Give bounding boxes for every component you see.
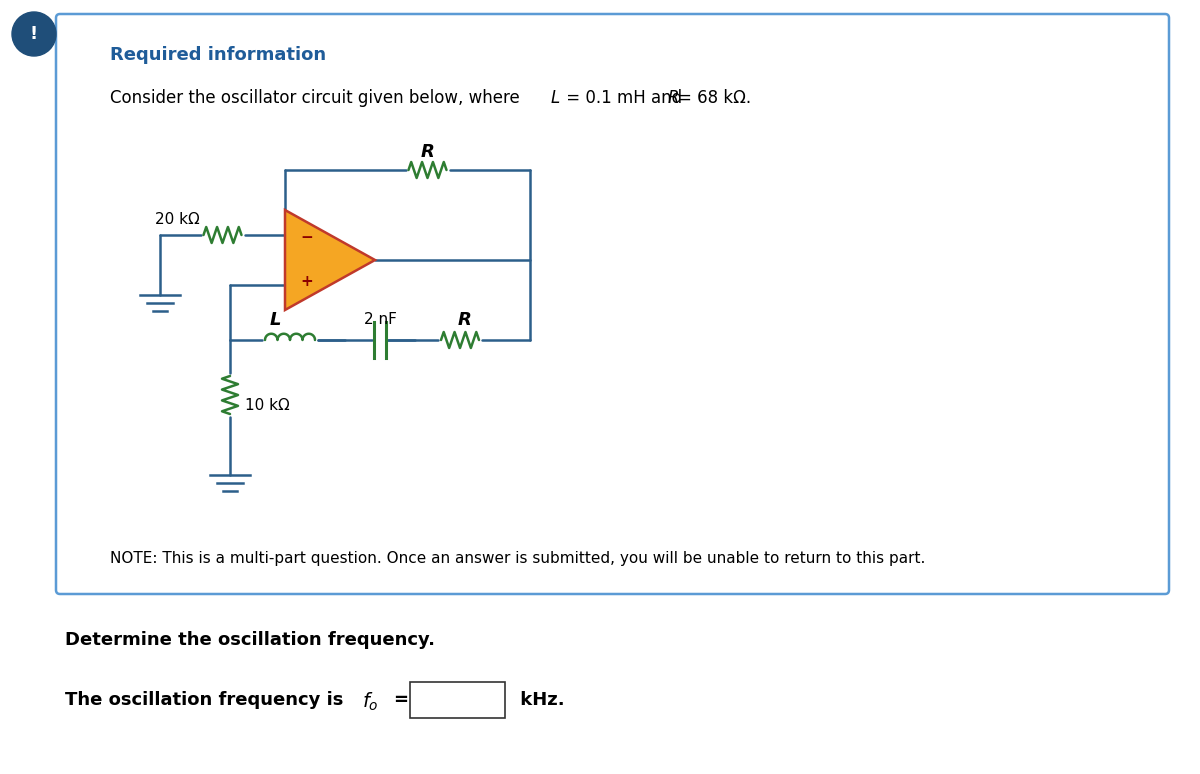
Text: L: L	[551, 89, 560, 107]
Text: NOTE: This is a multi-part question. Once an answer is submitted, you will be un: NOTE: This is a multi-part question. Onc…	[110, 550, 925, 566]
Text: Consider the oscillator circuit given below, where: Consider the oscillator circuit given be…	[110, 89, 526, 107]
Text: = 68 kΩ.: = 68 kΩ.	[678, 89, 751, 107]
Text: Required information: Required information	[110, 46, 326, 64]
Text: L: L	[269, 311, 281, 329]
Text: 10 kΩ: 10 kΩ	[245, 398, 289, 413]
Text: = 0.1 mH and: = 0.1 mH and	[562, 89, 688, 107]
Circle shape	[12, 12, 56, 56]
Text: +: +	[301, 275, 313, 289]
FancyBboxPatch shape	[56, 14, 1169, 594]
Text: R: R	[458, 311, 472, 329]
Text: R: R	[668, 89, 679, 107]
Text: The oscillation frequency is: The oscillation frequency is	[65, 691, 349, 709]
Text: !: !	[30, 25, 38, 43]
Text: 2 nF: 2 nF	[364, 313, 396, 327]
Text: R: R	[420, 143, 434, 161]
Text: 20 kΩ: 20 kΩ	[155, 211, 199, 227]
Text: $f_o$: $f_o$	[362, 691, 378, 713]
Text: −: −	[301, 231, 313, 245]
FancyBboxPatch shape	[410, 682, 505, 718]
Polygon shape	[286, 210, 374, 310]
Text: =: =	[394, 691, 408, 709]
Text: Determine the oscillation frequency.: Determine the oscillation frequency.	[65, 631, 436, 649]
Text: kHz.: kHz.	[514, 691, 565, 709]
